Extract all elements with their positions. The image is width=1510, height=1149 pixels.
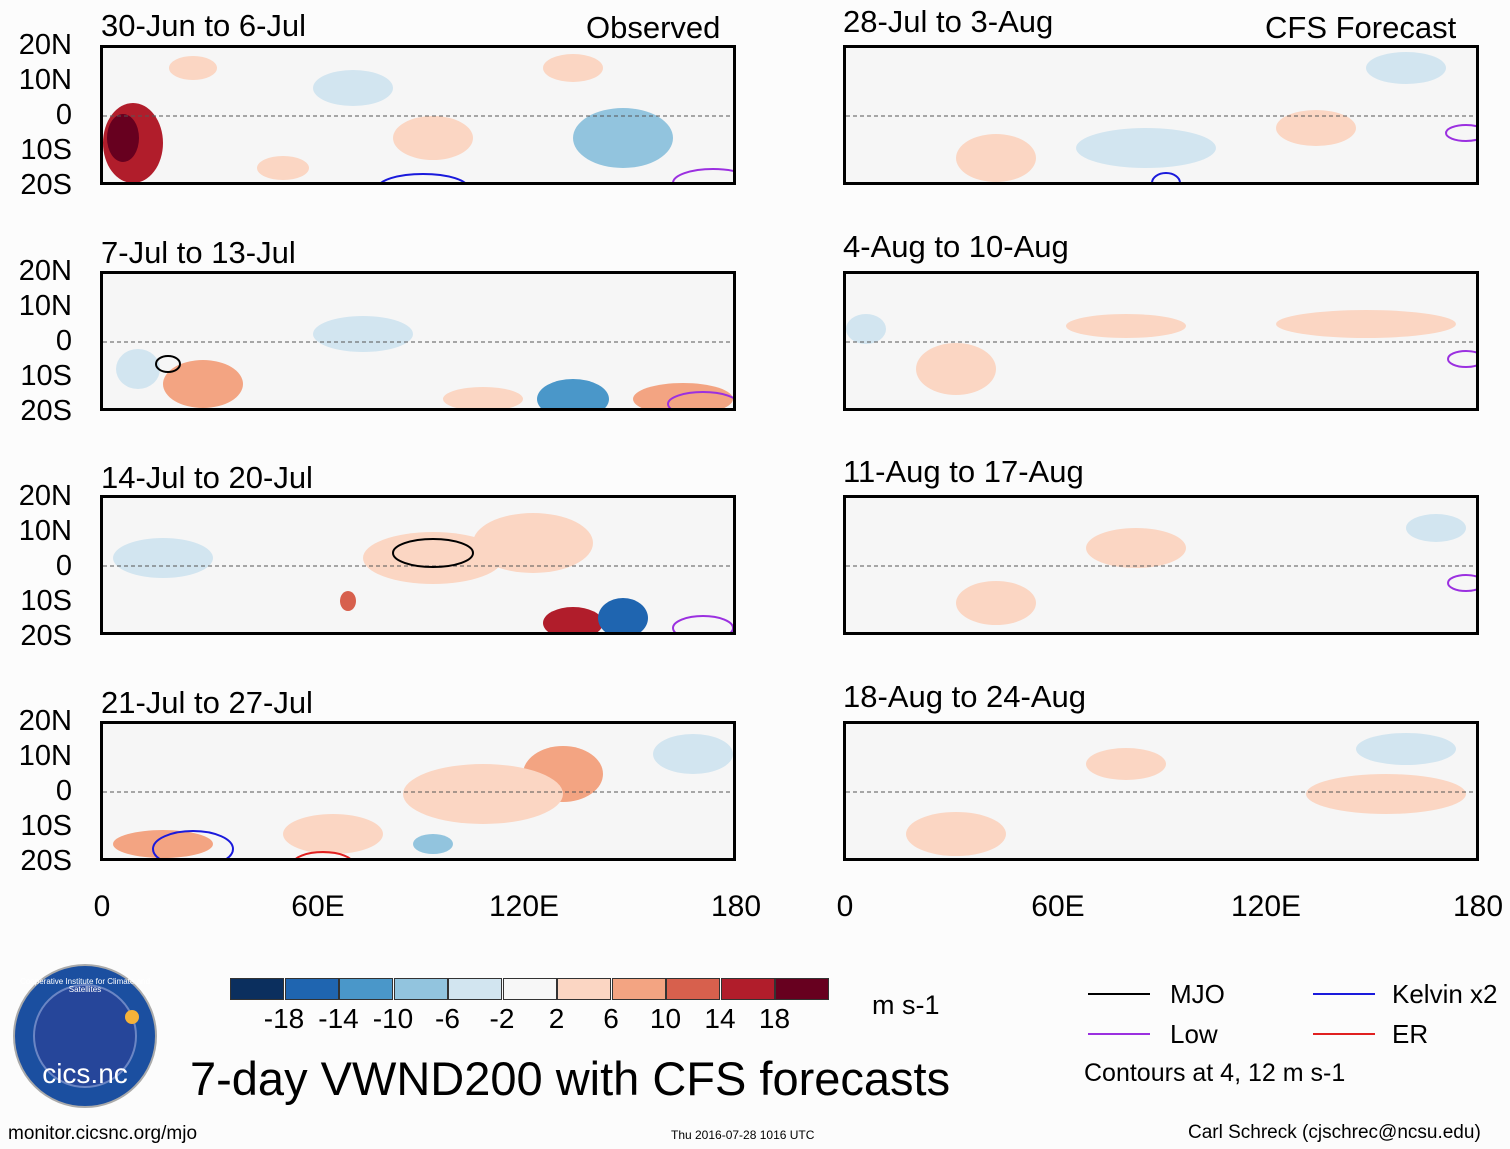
lat-label: 10S	[20, 810, 72, 842]
panel-title: 30-Jun to 6-Jul	[101, 8, 307, 43]
map-panel	[843, 45, 1479, 185]
sun-icon	[125, 1010, 139, 1024]
colorbar-label: -18	[263, 1003, 305, 1034]
panel-title: 18-Aug to 24-Aug	[843, 679, 1087, 714]
lon-label: 180	[1452, 890, 1504, 923]
map-field	[103, 316, 733, 408]
lat-label: 10S	[20, 585, 72, 617]
map-panel	[100, 45, 736, 185]
colorbar-label: -14	[318, 1003, 359, 1034]
panel-title: 7-Jul to 13-Jul	[101, 235, 296, 270]
legend-label-mjo: MJO	[1170, 979, 1225, 1009]
lon-label: 180	[710, 890, 762, 923]
legend-line-low	[1088, 1033, 1150, 1035]
lat-label: 20S	[20, 620, 72, 652]
panel-title: 28-Jul to 3-Aug	[843, 4, 1054, 39]
colorbar-label: 18	[758, 1003, 791, 1034]
lat-label: 10N	[18, 740, 72, 772]
lat-label: 10N	[18, 290, 72, 322]
cicsnc-logo: Cooperative Institute for Climate and Sa…	[13, 964, 157, 1108]
lat-label: 0	[55, 550, 72, 582]
map-panel	[843, 495, 1479, 635]
lat-label: 10N	[18, 64, 72, 96]
colorbar-swatch	[502, 978, 557, 1000]
map-panel	[100, 721, 736, 861]
legend-note: Contours at 4, 12 m s-1	[1084, 1059, 1346, 1087]
legend-line-kelvin	[1313, 993, 1375, 995]
map-panel	[100, 495, 736, 635]
legend-line-er	[1313, 1033, 1375, 1035]
colorbar-label: -2	[489, 1003, 515, 1034]
panel-title: 21-Jul to 27-Jul	[101, 685, 313, 720]
colorbar-swatch	[339, 978, 393, 1000]
lat-label: 0	[55, 99, 72, 131]
lat-label: 0	[55, 775, 72, 807]
lon-label: 120E	[488, 890, 560, 923]
map-panel	[843, 271, 1479, 411]
map-field	[103, 513, 733, 632]
main-title: 7-day VWND200 with CFS forecasts	[190, 1052, 951, 1105]
lat-label: 10S	[20, 360, 72, 392]
colorbar-label: -10	[372, 1003, 414, 1034]
lat-label: 0	[55, 325, 72, 357]
lon-label: 60E	[291, 890, 345, 923]
colorbar-swatch	[284, 978, 339, 1000]
panel-title: 4-Aug to 10-Aug	[843, 229, 1069, 264]
legend-label-low: Low	[1170, 1019, 1218, 1049]
colorbar-swatch	[557, 978, 611, 1000]
lon-label: 60E	[1031, 890, 1085, 923]
lat-label: 10S	[20, 134, 72, 166]
map-field	[846, 514, 1476, 625]
logo-text: cics.nc	[42, 1058, 128, 1089]
lat-label: 20S	[20, 845, 72, 877]
colorbar-swatch	[230, 978, 284, 1000]
lat-label: 20N	[18, 480, 72, 512]
lat-label: 20S	[20, 395, 72, 427]
panel-title: 11-Aug to 17-Aug	[843, 454, 1084, 489]
colorbar-label: 6	[603, 1003, 619, 1034]
colorbar-units: m s-1	[872, 990, 940, 1020]
legend-line-mjo	[1088, 993, 1150, 995]
colorbar-swatch	[393, 978, 448, 1000]
colorbar-swatch	[666, 978, 720, 1000]
lon-label: 0	[836, 890, 854, 923]
footer-timestamp: Thu 2016-07-28 1016 UTC	[671, 1128, 815, 1142]
lat-label: 20N	[18, 705, 72, 737]
map-panel	[100, 271, 736, 411]
lon-label: 120E	[1230, 890, 1302, 923]
footer-url: monitor.cicsnc.org/mjo	[8, 1123, 198, 1144]
map-field	[103, 54, 733, 182]
map-field	[846, 733, 1476, 856]
legend-label-kelvin: Kelvin x2	[1392, 979, 1498, 1009]
forecast-label: CFS Forecast	[1265, 10, 1457, 45]
map-field	[846, 310, 1476, 395]
lat-label: 20N	[18, 255, 72, 287]
colorbar-label: 2	[548, 1003, 565, 1034]
colorbar-swatch	[775, 978, 829, 1000]
map-field	[103, 734, 733, 858]
logo-ring-text: Cooperative Institute for Climate and Sa…	[20, 977, 150, 994]
observed-label: Observed	[586, 10, 721, 45]
lon-label: 0	[93, 890, 111, 923]
map-field	[846, 52, 1476, 182]
lat-label: 20N	[18, 29, 72, 61]
colorbar-label: -6	[435, 1003, 460, 1034]
colorbar-swatch	[448, 978, 502, 1000]
lat-label: 10N	[18, 515, 72, 547]
colorbar-swatch	[720, 978, 775, 1000]
logo-inner-circle	[33, 984, 137, 1088]
footer-author: Carl Schreck (cjschrec@ncsu.edu)	[1188, 1122, 1481, 1143]
panel-title: 14-Jul to 20-Jul	[101, 460, 313, 495]
map-panel	[843, 721, 1479, 861]
legend-label-er: ER	[1392, 1019, 1429, 1049]
lat-label: 20S	[20, 169, 72, 201]
colorbar-label: 10	[649, 1003, 682, 1034]
colorbar-swatch	[611, 978, 666, 1000]
colorbar-label: 14	[704, 1003, 736, 1034]
